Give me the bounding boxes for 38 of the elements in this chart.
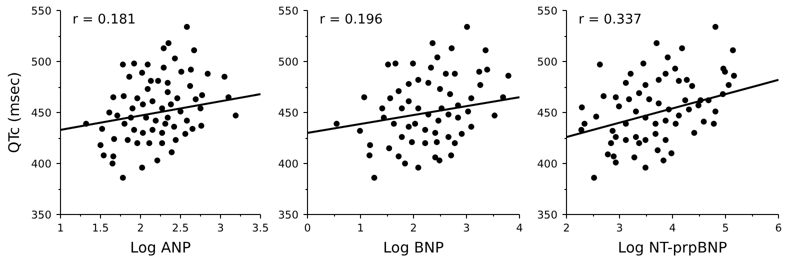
x-axis-title: Log ANP: [130, 240, 191, 256]
x-tick-label: 2: [410, 222, 417, 234]
y-tick-label: 550: [31, 4, 52, 18]
y-tick-label: 350: [278, 208, 299, 222]
y-tick-label: 550: [537, 4, 558, 18]
y-tick-label: 500: [278, 56, 299, 68]
x-tick-label: 2: [137, 222, 144, 234]
y-tick-label: 450: [278, 106, 299, 120]
x-tick-label: 3: [463, 222, 470, 234]
x-tick-label: 3: [616, 222, 623, 234]
x-tick-label: 2: [563, 222, 570, 234]
annotation: r = 0.337: [578, 12, 642, 28]
y-tick-label: 400: [537, 158, 558, 170]
y-axis-title: QTc (msec): [6, 72, 24, 154]
x-tick-label: 3: [217, 222, 224, 234]
y-tick-label: 400: [278, 158, 299, 170]
x-tick-label: 3.5: [252, 222, 269, 234]
annotation: r = 0.196: [320, 12, 383, 28]
y-tick-label: 500: [31, 56, 52, 68]
x-axis-title: Log BNP: [383, 240, 444, 256]
x-tick-label: 1.5: [92, 222, 109, 234]
x-tick-label: 0: [304, 222, 312, 234]
x-tick-label: 2.5: [172, 222, 189, 234]
x-axis-title: Log NT-prpBNP: [618, 240, 728, 256]
y-tick-label: 350: [31, 208, 52, 222]
y-tick-label: 400: [31, 158, 52, 170]
x-tick-label: 1: [357, 222, 364, 234]
x-tick-label: 6: [775, 222, 782, 234]
y-tick-label: 550: [278, 4, 299, 18]
y-tick-label: 500: [537, 56, 558, 68]
x-tick-label: 5: [722, 222, 729, 234]
y-tick-label: 450: [537, 106, 558, 120]
x-tick-label: 1: [57, 222, 64, 234]
x-tick-label: 4: [516, 222, 524, 234]
y-tick-label: 350: [537, 208, 558, 222]
x-tick-label: 4: [669, 222, 676, 234]
y-tick-label: 450: [31, 106, 52, 120]
annotation: r = 0.181: [72, 12, 136, 28]
